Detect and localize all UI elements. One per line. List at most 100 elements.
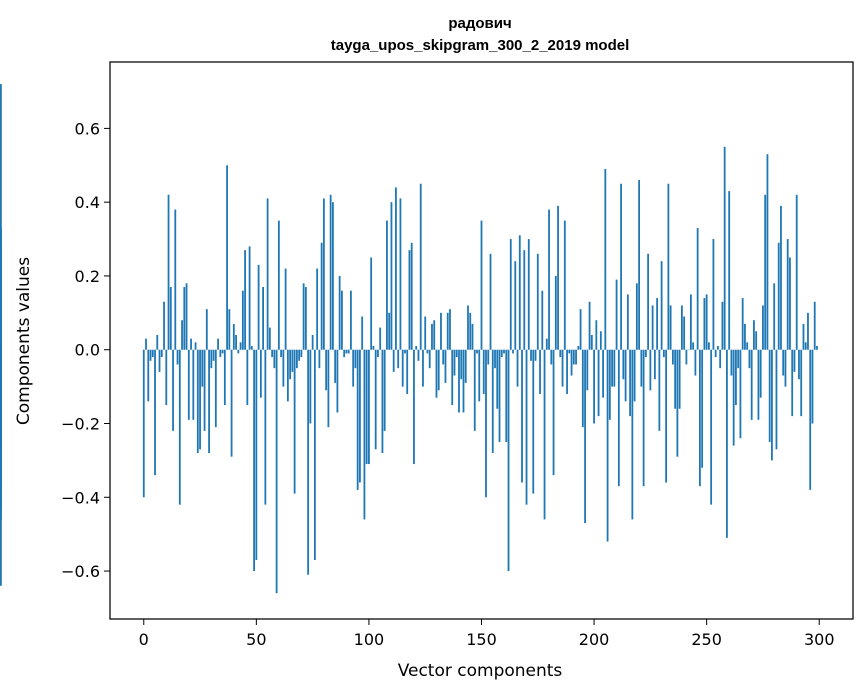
bar (480, 220, 483, 350)
x-axis-ticks: 0 50 100 150 200 250 300 (139, 619, 835, 649)
bar (356, 349, 359, 490)
bar (313, 349, 316, 560)
bar (286, 349, 289, 402)
bar (478, 349, 481, 402)
bar (226, 165, 228, 350)
bar (352, 349, 355, 387)
bar (196, 349, 199, 453)
y-tick-label: 0.2 (75, 267, 100, 286)
bar (408, 250, 411, 350)
bar (703, 298, 706, 350)
bar (498, 349, 501, 442)
bar (545, 338, 548, 350)
bar (329, 194, 332, 350)
y-axis-label: Components values (14, 257, 34, 425)
bar (773, 283, 776, 350)
bar (460, 349, 463, 380)
bar (642, 349, 645, 487)
bar (347, 349, 350, 354)
bar (671, 349, 674, 365)
bar (446, 312, 449, 350)
bar (221, 349, 224, 354)
bar (554, 275, 557, 350)
bar (145, 338, 147, 350)
bar (717, 346, 719, 350)
bar (444, 349, 447, 383)
bar (800, 349, 803, 417)
x-tick-label: 250 (691, 630, 722, 649)
bar (714, 349, 717, 358)
bar (651, 305, 654, 350)
bar (332, 202, 334, 350)
bar (442, 349, 445, 365)
bar (433, 320, 436, 350)
bar (622, 349, 625, 380)
bar (649, 349, 652, 391)
bar (322, 198, 325, 350)
bar (539, 349, 541, 394)
bar (259, 349, 262, 398)
bar (485, 349, 487, 498)
bar (341, 290, 343, 350)
bar (764, 194, 767, 350)
bar (404, 349, 406, 354)
bar (192, 349, 195, 420)
bar (246, 349, 249, 406)
bar (208, 349, 210, 453)
bar (482, 349, 485, 394)
bar (422, 349, 424, 387)
bars-group (0, 84, 818, 594)
bar (0, 346, 2, 350)
x-tick-label: 0 (139, 630, 149, 649)
bar (586, 349, 589, 391)
bar (372, 346, 375, 350)
bar (739, 349, 742, 439)
bar (451, 349, 454, 406)
bar (620, 183, 622, 350)
bar (255, 349, 258, 560)
x-tick-label: 100 (354, 630, 385, 649)
bar (604, 168, 607, 350)
bar (635, 283, 638, 350)
bar (386, 220, 388, 350)
bar (795, 194, 798, 350)
bar (771, 349, 773, 461)
bar (523, 250, 526, 350)
bar (712, 239, 715, 350)
bar (584, 349, 586, 524)
bar (264, 349, 267, 505)
bar (201, 349, 204, 387)
bar (633, 349, 636, 402)
bar (782, 349, 785, 376)
plot-frame (109, 61, 854, 620)
bar (561, 349, 564, 387)
bar (156, 334, 159, 350)
bar (406, 349, 409, 394)
bar (174, 209, 177, 350)
bar (701, 349, 704, 468)
bar (768, 349, 771, 442)
bar (730, 349, 733, 376)
bar (275, 349, 278, 594)
bar (525, 349, 528, 505)
bar (239, 342, 242, 350)
bar (284, 268, 287, 350)
bar (784, 349, 787, 387)
bar (417, 349, 420, 361)
bar (165, 349, 168, 406)
bar (237, 349, 240, 354)
bar (640, 349, 643, 387)
bar (424, 316, 427, 350)
bar (250, 346, 253, 350)
bar (289, 349, 292, 380)
bar (151, 349, 154, 358)
bar (487, 349, 490, 365)
bar (748, 349, 751, 369)
bar (804, 342, 807, 350)
bar (726, 349, 728, 538)
bar (464, 349, 467, 383)
bar (532, 349, 535, 494)
bar (710, 349, 713, 505)
bar (440, 312, 442, 350)
y-tick-label: 0.6 (75, 119, 100, 138)
